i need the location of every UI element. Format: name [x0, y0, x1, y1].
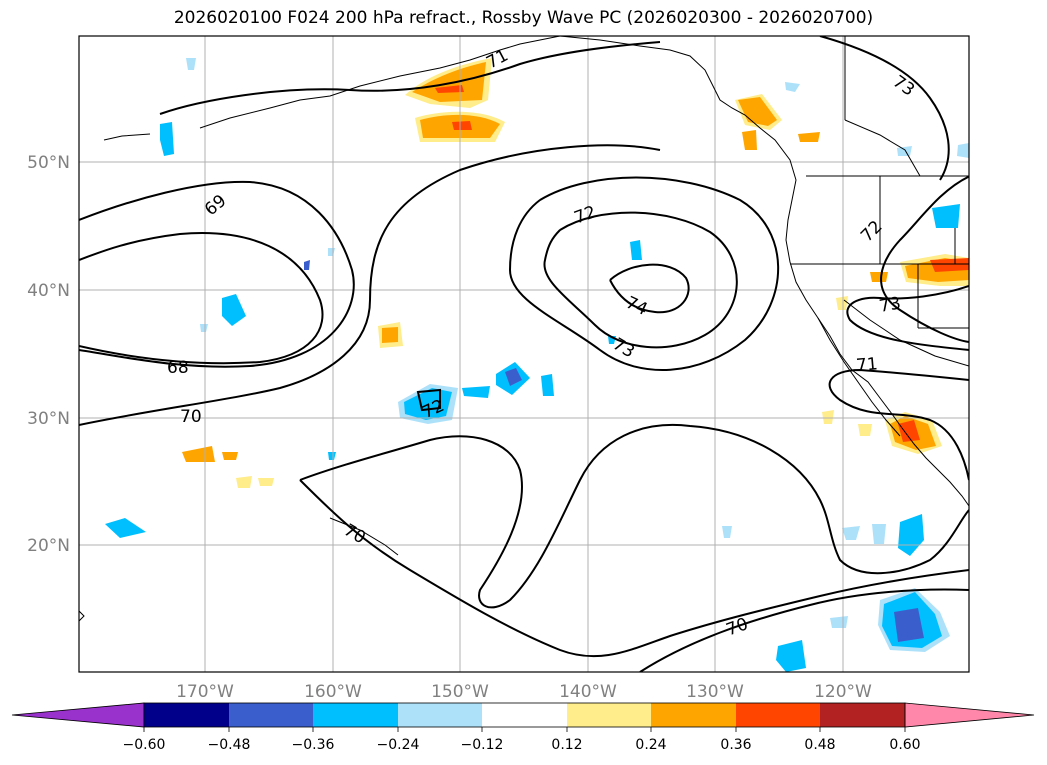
contour-74	[609, 263, 690, 314]
longitude-axis: 170°W 160°W 150°W 140°W 130°W 120°W	[176, 682, 872, 702]
contour-72-ring	[508, 176, 780, 372]
lon-label-150w: 150°W	[431, 682, 489, 702]
colorbar-bin	[482, 703, 567, 727]
map-frame	[78, 35, 970, 673]
colorbar-tick-label: −0.36	[292, 737, 335, 753]
colorbar-bin	[144, 703, 229, 727]
colorbar-bin	[398, 703, 482, 727]
coastlines	[79, 36, 969, 622]
lon-label-130w: 130°W	[686, 682, 744, 702]
map-title: 2026020100 F024 200 hPa refract., Rossby…	[173, 8, 874, 28]
colorbar: −0.60 −0.48 −0.36 −0.24 −0.12 0.12 0.24 …	[11, 702, 1035, 753]
lon-label-140w: 140°W	[559, 682, 617, 702]
contour-72-coast	[880, 175, 969, 343]
contour-72-small	[416, 388, 441, 412]
contour-71-coast	[828, 368, 969, 481]
lat-label-40n: 40°N	[27, 281, 70, 301]
contour-70-west	[79, 144, 661, 426]
contour-70-south	[299, 479, 969, 658]
contour-73-coast	[846, 285, 969, 351]
colorbar-tick-label: 0.24	[635, 737, 666, 753]
lat-label-30n: 30°N	[27, 409, 70, 429]
colorbar-tick-label: 0.60	[889, 737, 920, 753]
colorbar-extend-min	[11, 702, 145, 728]
colorbar-bin	[736, 703, 820, 727]
contour-70-central	[299, 424, 969, 609]
colorbar-tick-label: 0.36	[720, 737, 751, 753]
contour-68	[79, 232, 324, 365]
colorbar-bin	[229, 703, 313, 727]
colorbar-tick-label: −0.60	[123, 737, 166, 753]
lon-label-160w: 160°W	[304, 682, 362, 702]
lat-label-50n: 50°N	[27, 153, 70, 173]
colorbar-tick-label: −0.24	[377, 737, 420, 753]
contour-label: 70	[180, 407, 202, 427]
colorbar-extend-max	[904, 702, 1035, 728]
map-plot-area: 71 73 69 72 74 73 72 73 71 68 70 72 70 7…	[79, 36, 969, 672]
lat-label-20n: 20°N	[27, 536, 70, 556]
contour-71-north	[159, 41, 661, 115]
contour-70-southeast	[639, 588, 969, 672]
colorbar-bin	[313, 703, 398, 727]
contour-69	[79, 180, 355, 368]
contour-label: 71	[855, 354, 878, 376]
colorbar-bin	[567, 703, 651, 727]
colorbar-tick-label: −0.48	[208, 737, 251, 753]
contour-label: 68	[167, 358, 189, 378]
colorbar-frame	[143, 702, 906, 728]
colorbar-tick-label: −0.12	[461, 737, 504, 753]
lon-label-120w: 120°W	[814, 682, 872, 702]
contour-73-northeast	[819, 36, 950, 181]
contour-label: 73	[878, 293, 903, 316]
colorbar-bin	[651, 703, 736, 727]
contour-73-ring	[543, 211, 738, 349]
contours	[79, 36, 969, 672]
lon-label-170w: 170°W	[176, 682, 234, 702]
gridlines	[79, 36, 969, 672]
colorbar-tick-label: 0.12	[551, 737, 582, 753]
colorbar-tick-label: 0.48	[804, 737, 835, 753]
shaded-anomalies	[105, 58, 969, 672]
colorbar-bin	[820, 703, 905, 727]
latitude-axis: 50°N 40°N 30°N 20°N	[27, 153, 70, 556]
